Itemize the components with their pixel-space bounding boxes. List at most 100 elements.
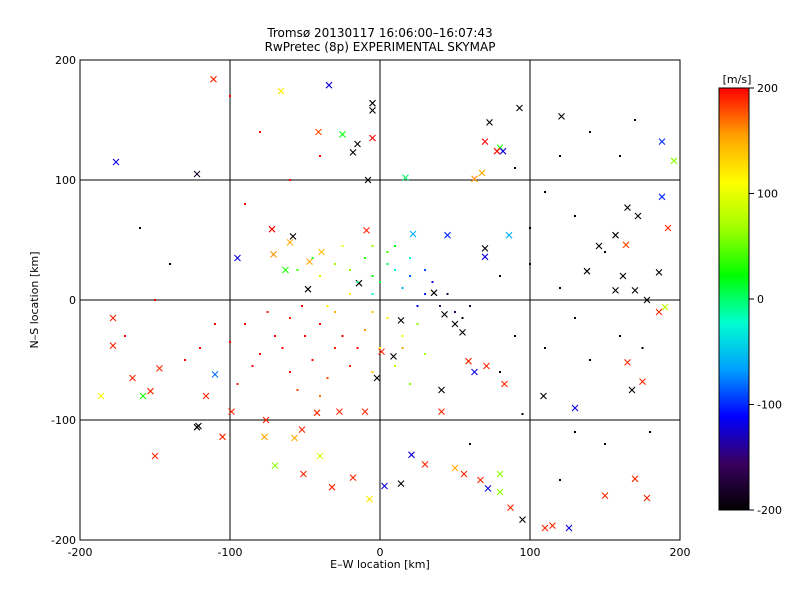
scatter-point-x (631, 287, 639, 294)
scatter-point-dot (274, 335, 276, 337)
scatter-point-dot (559, 155, 561, 157)
scatter-point-dot (184, 359, 186, 361)
scatter-point-x (595, 242, 603, 250)
scatter-point-x (438, 386, 445, 394)
scatter-point-x (486, 119, 493, 126)
scatter-point-dot (244, 203, 246, 205)
scatter-point-x (336, 408, 343, 415)
scatter-point-x (631, 475, 639, 483)
scatter-point-x (507, 504, 514, 511)
scatter-point-dot (301, 305, 303, 307)
colorbar-ticks: 200 100 0 -100 -200 (749, 82, 782, 517)
scatter-point-dot (409, 257, 411, 259)
scatter-point-dot (409, 275, 411, 277)
colorbar: [m/s] 200 100 0 -100 -200 (718, 73, 782, 517)
scatter-point-x (361, 408, 369, 415)
scatter-point-x (628, 386, 636, 394)
scatter-point-dot (296, 389, 299, 391)
scatter-point-dot (409, 383, 411, 385)
scatter-point-dot (371, 311, 374, 313)
scatter-point-x (262, 416, 270, 424)
colorbar-tick-label: -200 (757, 504, 782, 517)
scatter-point-dot (311, 257, 314, 259)
scatter-point-dot (386, 263, 389, 265)
scatter-point-x (193, 170, 201, 178)
scatter-point-dot (169, 263, 171, 265)
scatter-point-dot (431, 281, 434, 283)
scatter-point-dot (364, 329, 366, 331)
scatter-point-x (402, 174, 409, 181)
scatter-point-x (268, 225, 276, 233)
scatter-point-x (639, 378, 646, 385)
scatter-point-dot (199, 347, 201, 349)
scatter-point-x (496, 488, 504, 496)
scatter-point-dot (416, 323, 419, 325)
scatter-point-dot (461, 317, 464, 319)
scatter-point-x (304, 285, 312, 293)
y-tick-label: -200 (51, 534, 76, 547)
scatter-point-x (270, 251, 277, 258)
scatter-point-x (409, 230, 417, 238)
scatter-point-x (298, 426, 306, 433)
scatter-point-dot (154, 299, 156, 301)
scatter-point-x (481, 253, 489, 261)
scatter-point-x (373, 374, 381, 382)
scatter-point-dot (259, 353, 261, 355)
scatter-point-x (481, 138, 489, 145)
scatter-point-x (369, 107, 376, 114)
scatter-point-dot (349, 269, 351, 271)
scatter-point-dot (424, 293, 426, 295)
scatter-point-x (369, 99, 376, 107)
scatter-point-x (643, 296, 651, 304)
scatter-point-x (325, 81, 333, 89)
scatter-point-dot (454, 311, 456, 313)
scatter-point-dot (514, 167, 516, 169)
scatter-point-x (519, 516, 526, 523)
scatter-point-x (193, 423, 201, 431)
scatter-point-dot (371, 275, 374, 277)
scatter-point-x (364, 176, 372, 184)
scatter-point-dot (499, 275, 501, 277)
scatter-point-x (147, 387, 154, 395)
scatter-point-x (658, 138, 666, 145)
scatter-point-x (501, 380, 508, 388)
scatter-point-dot (559, 479, 561, 481)
y-tick-label: 100 (55, 174, 76, 187)
scatter-point-x (282, 266, 289, 274)
scatter-point-dot (371, 245, 374, 247)
scatter-point-x (505, 231, 513, 239)
colorbar-tick-label: 0 (757, 293, 764, 306)
scatter-point-x (478, 169, 486, 177)
scatter-point-x (112, 158, 120, 166)
scatter-point-dot (529, 263, 531, 265)
scatter-point-dot (356, 347, 359, 349)
scatter-point-x (328, 483, 336, 491)
colorbar-tick-label: 100 (757, 188, 778, 201)
scatter-point-x (460, 470, 468, 478)
colorbar-tick-label: -100 (757, 399, 782, 412)
scatter-point-x (291, 434, 298, 442)
scatter-point-x (661, 303, 669, 311)
scatter-point-x (390, 353, 397, 360)
scatter-point-x (571, 404, 579, 412)
scatter-point-x (277, 87, 285, 95)
scatter-point-dot (469, 443, 471, 445)
chart-subtitle: RwPretec (8p) EXPERIMENTAL SKYMAP (265, 40, 496, 54)
scatter-point-x (378, 348, 385, 355)
scatter-point-x (658, 193, 666, 201)
scatter-point-x (318, 248, 325, 256)
scatter-point-dot (139, 227, 141, 229)
scatter-point-x (601, 492, 609, 499)
chart-title: Tromsø 20130117 16:06:00–16:07:43 (266, 26, 492, 40)
scatter-point-dot (319, 155, 321, 157)
scatter-point-x (271, 462, 279, 469)
scatter-point-x (339, 131, 346, 138)
scatter-point-dot (319, 323, 321, 325)
colorbar-gradient (718, 87, 750, 511)
grid-lines (80, 60, 680, 540)
scatter-point-x (558, 113, 565, 120)
scatter-point-x (349, 474, 357, 481)
scatter-point-dot (251, 365, 254, 367)
scatter-point-x (483, 362, 490, 370)
